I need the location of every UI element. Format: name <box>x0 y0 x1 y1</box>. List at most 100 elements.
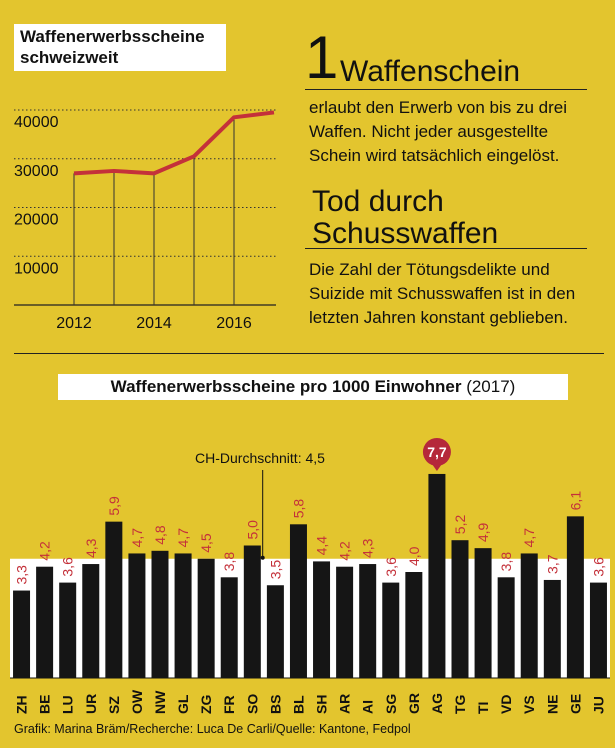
bar-value-label: 3,3 <box>14 565 30 585</box>
bar-value-label: 3,6 <box>590 557 606 577</box>
line-x-tick-label: 2012 <box>56 315 92 332</box>
bar-chart-title-year: (2017) <box>461 377 516 396</box>
average-marker <box>260 555 265 560</box>
line-y-tick-label: 30000 <box>14 163 59 180</box>
bar-category-label: AR <box>337 694 353 714</box>
bar-category-label: SZ <box>106 696 122 714</box>
bar-value-label: 4,2 <box>37 541 53 561</box>
bar <box>105 521 123 678</box>
bar <box>289 524 307 678</box>
bar <box>13 590 31 678</box>
bar <box>220 577 238 678</box>
bar-value-label: 7,7 <box>427 444 447 460</box>
bar <box>428 473 446 678</box>
bar <box>59 582 77 678</box>
bar <box>266 585 284 678</box>
bar-category-label: BE <box>37 695 53 714</box>
bar <box>243 545 261 678</box>
info-heading-2: Tod durch Schusswaffen <box>312 185 499 250</box>
bar-value-label: 4,8 <box>152 525 168 545</box>
bar-value-label: 5,2 <box>452 515 468 535</box>
bar <box>543 579 561 678</box>
bar-category-label: AI <box>360 700 376 714</box>
bar-category-label: OW <box>129 689 145 714</box>
bar-value-label: 4,3 <box>83 538 99 558</box>
bar <box>359 564 377 678</box>
bar <box>82 564 100 678</box>
bar-value-label: 4,3 <box>360 538 376 558</box>
bar <box>36 566 54 678</box>
bar-value-label: 4,7 <box>175 528 191 548</box>
info-heading-2-rule <box>305 248 587 249</box>
line-chart: 10000 20000 30000 40000 2012 2014 2016 <box>14 109 276 332</box>
bar-value-label: 5,9 <box>106 496 122 516</box>
bar <box>566 516 584 678</box>
average-label: CH-Durchschnitt: 4,5 <box>195 450 325 466</box>
bar-category-label: BS <box>267 695 283 714</box>
bar-category-label: GL <box>175 694 191 714</box>
line-y-tick-label: 40000 <box>14 114 59 131</box>
bar-category-label: GR <box>406 693 422 714</box>
bar-category-label: SG <box>383 694 399 714</box>
bar-chart-title: Waffenerwerbsscheine pro 1000 Einwohner … <box>58 374 568 400</box>
bar-value-label: 3,8 <box>221 552 237 572</box>
bar-chart-title-main: Waffenerwerbsscheine pro 1000 Einwohner <box>110 377 462 396</box>
bar-value-label: 4,4 <box>314 536 330 556</box>
line-x-tick-label: 2014 <box>136 315 172 332</box>
bar <box>313 561 331 678</box>
line-y-tick-label: 20000 <box>14 212 59 229</box>
section-divider <box>14 353 604 354</box>
bar-category-label: AG <box>429 693 445 714</box>
bar-category-label: NE <box>544 695 560 714</box>
bar-value-label: 3,7 <box>544 554 560 574</box>
info-text-2: Die Zahl der Tötungsdelikte und Suizide … <box>309 260 576 327</box>
line-series-path <box>73 110 275 176</box>
highlight-badge <box>422 437 451 466</box>
bar <box>128 553 146 678</box>
bar-category-label: ZH <box>14 695 30 714</box>
bar-category-label: VD <box>498 695 514 714</box>
info-heading: Waffenschein <box>340 55 521 88</box>
bar-category-label: NW <box>152 690 168 714</box>
bar-category-label: UR <box>83 694 99 714</box>
bar-value-label: 5,0 <box>244 520 260 540</box>
bar-category-label: VS <box>521 695 537 714</box>
bar-value-label: 6,1 <box>567 491 583 511</box>
bar-category-label: BL <box>290 695 306 714</box>
bar-value-label: 4,2 <box>337 541 353 561</box>
bar-value-label: 3,6 <box>383 557 399 577</box>
bar-category-label: ZG <box>198 694 214 714</box>
bar <box>151 550 169 678</box>
bar <box>520 553 538 678</box>
bar-category-label: SO <box>244 694 260 714</box>
bar-category-label: GE <box>567 694 583 714</box>
credit-line: Grafik: Marina Bräm/Recherche: Luca De C… <box>14 722 411 736</box>
bar-value-label: 3,8 <box>498 552 514 572</box>
bar-category-label: FR <box>221 695 237 714</box>
bar <box>589 582 607 678</box>
bar <box>405 572 423 678</box>
bar-category-label: TI <box>475 702 491 714</box>
line-x-tick-label: 2016 <box>216 315 252 332</box>
bar <box>497 577 515 678</box>
bar-category-label: TG <box>452 694 468 714</box>
bar <box>174 553 192 678</box>
bar-value-label: 4,5 <box>198 533 214 553</box>
bar <box>197 558 215 678</box>
bar-value-label: 4,0 <box>406 546 422 566</box>
bar-value-label: 3,5 <box>267 560 283 580</box>
bar-below-average-area <box>10 558 610 678</box>
info-number: 1 <box>305 24 338 91</box>
bar-category-label: JU <box>590 696 606 714</box>
highlight-pointer <box>431 463 442 471</box>
bar <box>382 582 400 678</box>
bar <box>336 566 354 678</box>
bar-category-label: SH <box>314 695 330 714</box>
bar-value-label: 5,8 <box>290 499 306 519</box>
bar-category-label: LU <box>60 695 76 714</box>
bar-value-label: 4,7 <box>521 528 537 548</box>
bar-value-label: 4,7 <box>129 528 145 548</box>
bar <box>474 548 492 678</box>
bar-value-label: 3,6 <box>60 557 76 577</box>
